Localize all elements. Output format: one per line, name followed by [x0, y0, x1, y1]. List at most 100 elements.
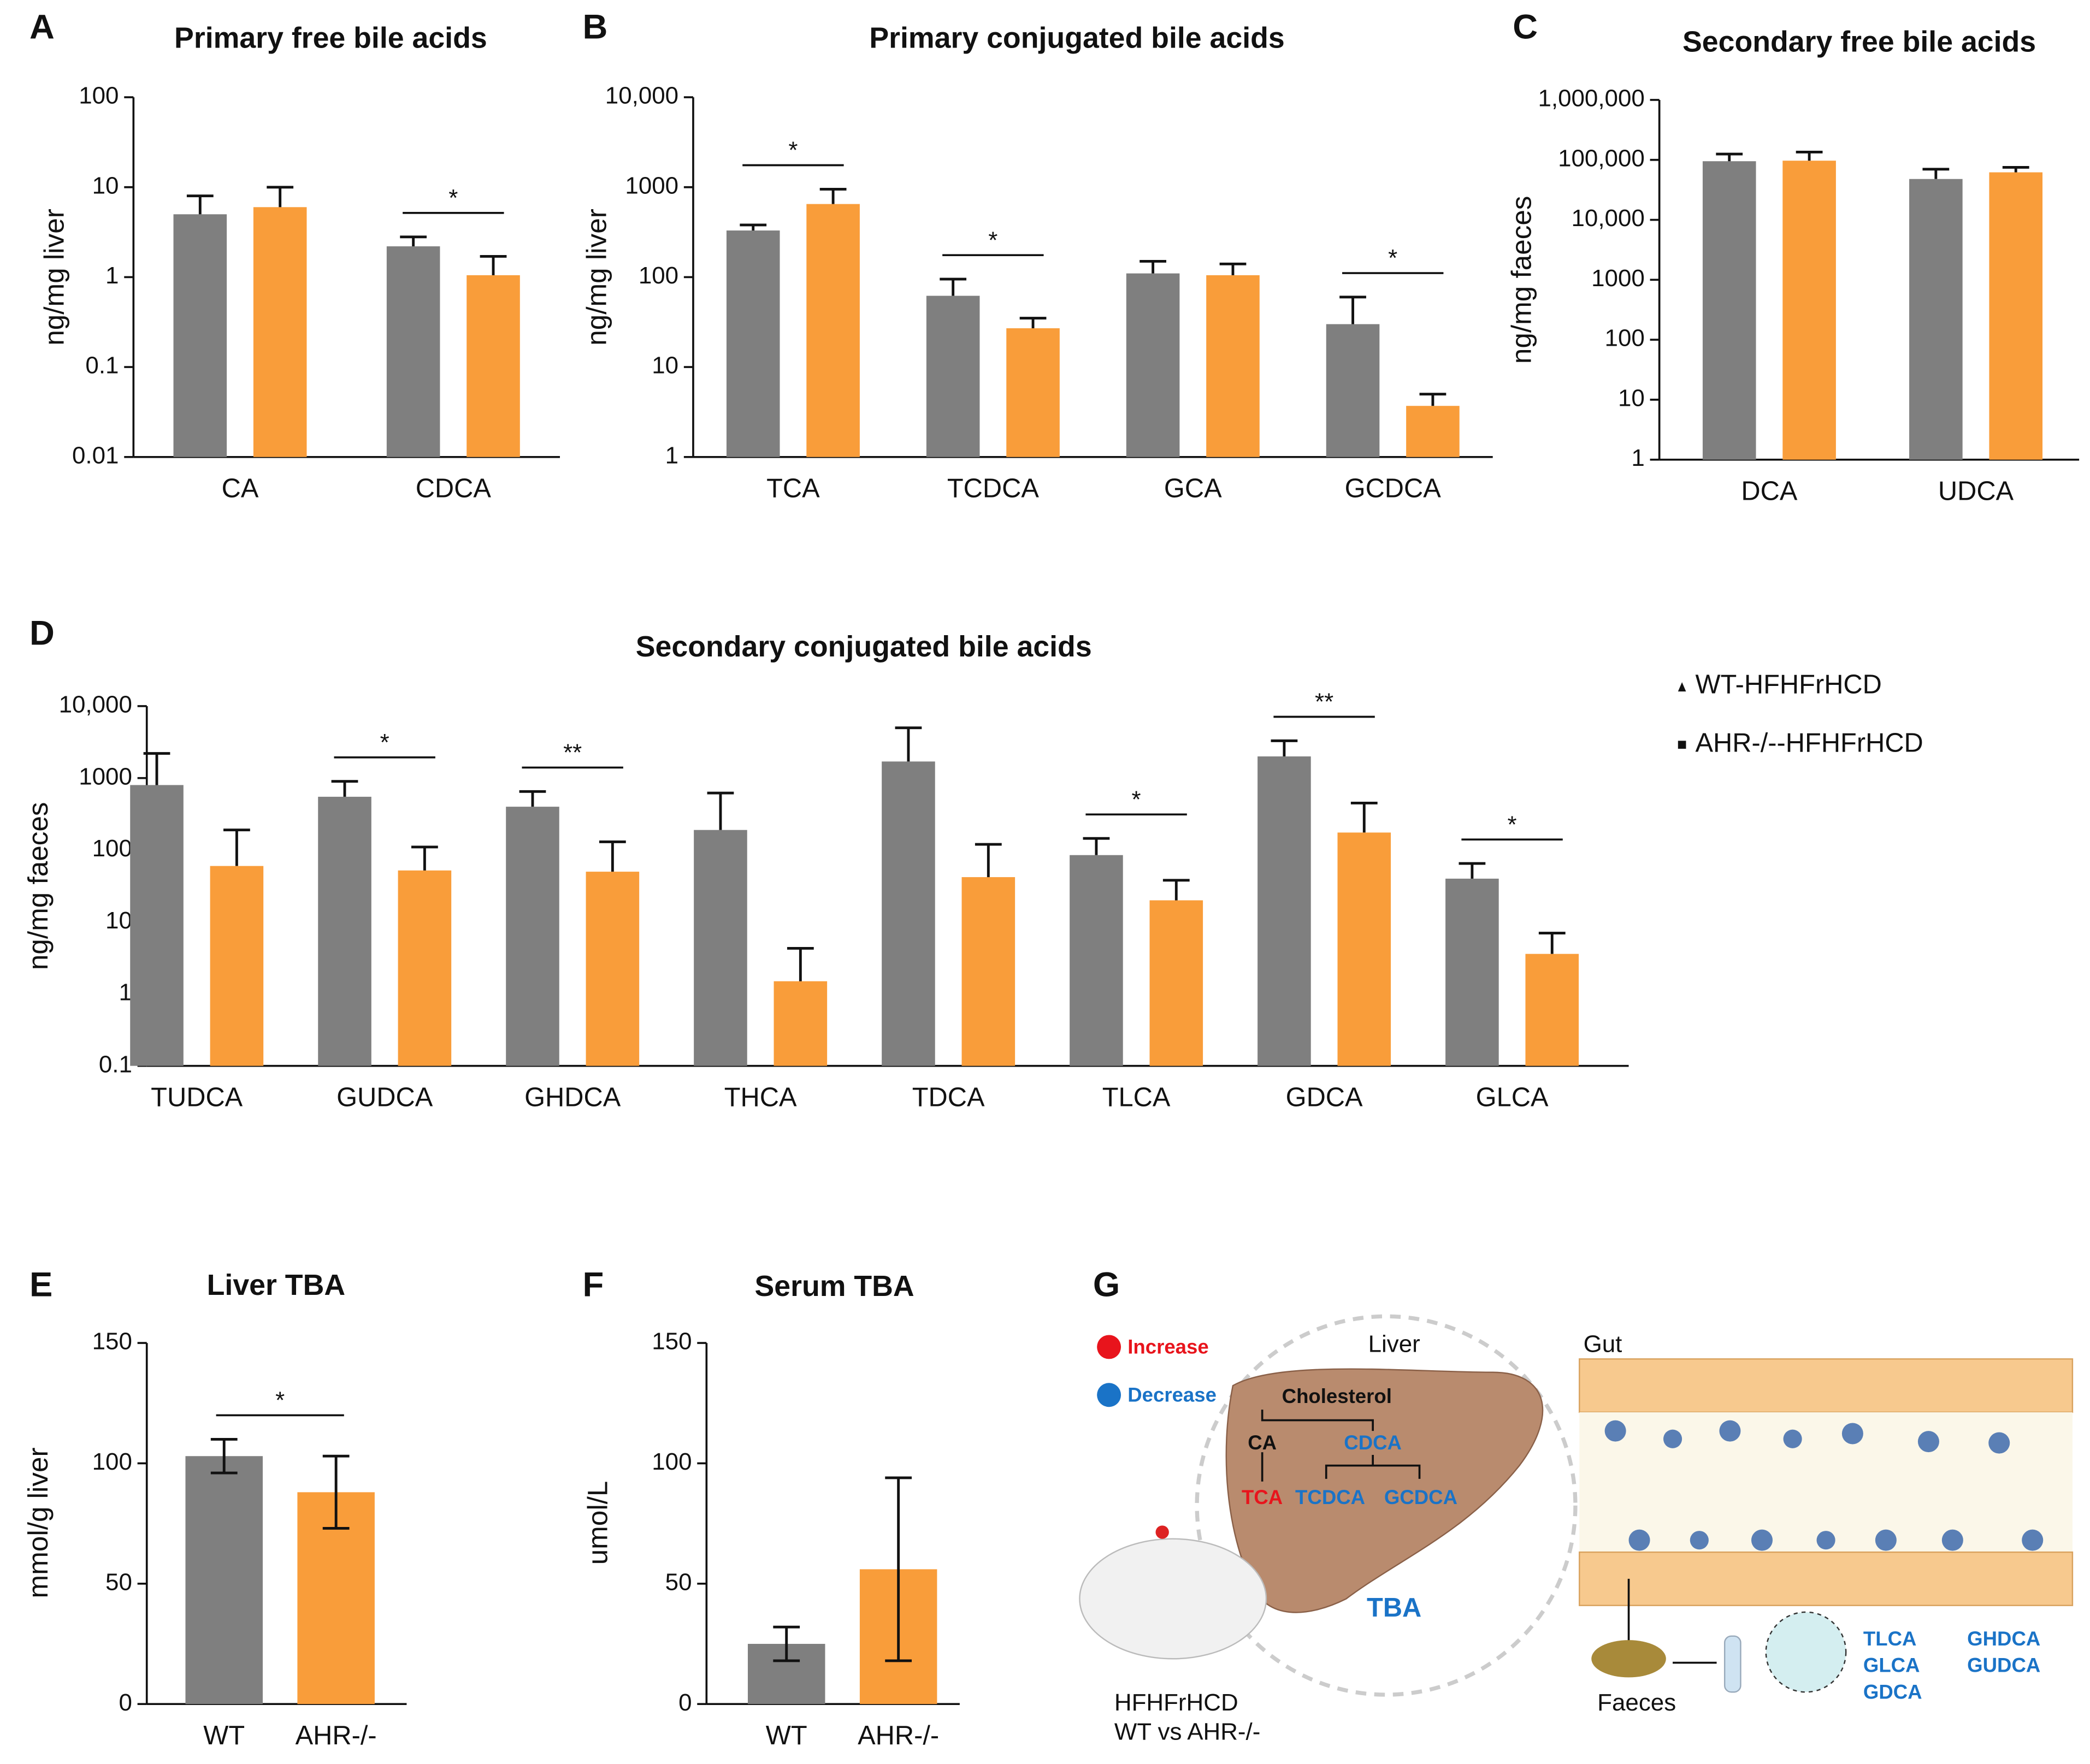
- legend-label: WT-HFHFrHCD: [1696, 670, 1882, 699]
- y-tick-label: 10,000: [1572, 205, 1645, 232]
- tba-label: TBA: [1367, 1593, 1421, 1623]
- y-tick-label: 1: [105, 262, 119, 289]
- y-tick-label: 10: [92, 172, 119, 199]
- x-tick-label: WT: [203, 1721, 245, 1750]
- bar: [1006, 328, 1060, 457]
- bar: [318, 796, 371, 1066]
- y-axis-label: ng/mg faeces: [1505, 196, 1537, 364]
- legend-label: AHR-/--HFHFrHCD: [1696, 729, 1923, 758]
- significance-label: *: [988, 227, 997, 253]
- cholesterol: Cholesterol: [1282, 1385, 1392, 1407]
- bar: [185, 1456, 263, 1704]
- x-tick-label: WT: [766, 1721, 807, 1750]
- significance-label: **: [563, 739, 582, 766]
- significance-label: *: [275, 1387, 285, 1414]
- bar: [386, 246, 440, 457]
- y-axis-label: ng/mg liver: [581, 209, 612, 346]
- panel-letter: B: [582, 8, 607, 46]
- x-tick-label: GCA: [1164, 474, 1222, 504]
- x-tick-label: GLCA: [1476, 1083, 1549, 1112]
- increase-dot: [1097, 1335, 1121, 1359]
- y-tick-label: 100: [652, 1448, 692, 1475]
- bar: [926, 295, 980, 457]
- diagram-g: G Increase Decrease Liver Cholesterol CA…: [1079, 1265, 2074, 1745]
- x-tick-label: THCA: [724, 1083, 797, 1112]
- tube: [1723, 1635, 1741, 1693]
- bar: [1206, 275, 1260, 457]
- mouse-eye: [1155, 1525, 1169, 1539]
- y-tick-label: 10,000: [605, 82, 678, 109]
- chart-title: Liver TBA: [207, 1269, 345, 1301]
- y-tick-label: 1000: [1591, 265, 1645, 292]
- y-tick-label: 150: [652, 1328, 692, 1355]
- y-tick-label: 150: [92, 1328, 132, 1355]
- y-tick-label: 100: [92, 835, 132, 862]
- decrease-label: Decrease: [1127, 1383, 1217, 1406]
- bar: [1702, 161, 1756, 460]
- x-tick-label: GCDCA: [1345, 474, 1442, 504]
- y-tick-label: 100: [1605, 325, 1645, 352]
- bar: [1989, 172, 2043, 460]
- y-tick-label: 1,000,000: [1538, 85, 1644, 112]
- y-tick-label: 100,000: [1558, 145, 1645, 171]
- y-tick-label: 0.1: [99, 1051, 132, 1078]
- chart-title: Secondary conjugated bile acids: [636, 630, 1092, 663]
- legend-marker: [1678, 682, 1686, 692]
- y-tick-label: 0: [678, 1689, 692, 1716]
- gcdca-label: GCDCA: [1384, 1486, 1457, 1508]
- y-axis-label: umol/L: [582, 1481, 613, 1565]
- chart-title: Serum TBA: [754, 1270, 914, 1303]
- gut-label: Gut: [1584, 1331, 1622, 1358]
- y-axis-label: ng/mg liver: [38, 209, 69, 346]
- y-tick-label: 1: [665, 442, 678, 469]
- bar: [1525, 954, 1579, 1066]
- bar: [1782, 161, 1836, 460]
- decrease-dot: [1097, 1383, 1121, 1407]
- bar: [1406, 406, 1460, 457]
- bar: [1337, 832, 1391, 1066]
- x-tick-label: GHDCA: [524, 1083, 621, 1112]
- acid: GHDCA: [1967, 1627, 2040, 1650]
- tcdca-label: TCDCA: [1295, 1486, 1365, 1508]
- bar: [694, 830, 747, 1066]
- gut-wall-bottom: [1579, 1551, 2074, 1606]
- y-tick-label: 1000: [79, 763, 132, 790]
- x-tick-label: TUDCA: [151, 1083, 243, 1112]
- chart-title: Primary free bile acids: [174, 21, 487, 54]
- significance-label: *: [788, 137, 798, 164]
- y-tick-label: 0.1: [85, 352, 119, 379]
- x-tick-label: GUDCA: [336, 1083, 433, 1112]
- acid: GDCA: [1863, 1680, 1922, 1703]
- significance-label: *: [380, 729, 389, 756]
- significance-label: *: [448, 185, 458, 211]
- significance-label: **: [1315, 689, 1333, 715]
- panel-letter: E: [29, 1265, 52, 1304]
- acid: GLCA: [1863, 1654, 1920, 1677]
- bar: [1257, 756, 1311, 1066]
- bar: [1326, 324, 1380, 457]
- x-tick-label: AHR-/-: [296, 1721, 377, 1750]
- bar: [1909, 179, 1963, 460]
- x-tick-label: TDCA: [912, 1083, 985, 1112]
- mouse: [1079, 1538, 1267, 1660]
- liver-label: Liver: [1368, 1331, 1420, 1358]
- y-tick-label: 0: [119, 1689, 132, 1716]
- bacteria-circle: [1765, 1611, 1847, 1693]
- bar: [1126, 273, 1180, 457]
- cdca-label: CDCA: [1344, 1431, 1402, 1454]
- significance-label: *: [1508, 811, 1517, 838]
- y-tick-label: 100: [92, 1448, 132, 1475]
- panel-letter: F: [582, 1265, 604, 1304]
- y-tick-label: 0.01: [72, 442, 119, 469]
- acid: TLCA: [1863, 1627, 1917, 1650]
- panel-letter: G: [1093, 1265, 1120, 1304]
- gut-wall-top: [1579, 1358, 2074, 1413]
- comparison-label: WT vs AHR-/-: [1114, 1718, 1260, 1745]
- y-tick-label: 50: [665, 1568, 692, 1595]
- acid: GUDCA: [1967, 1654, 2040, 1677]
- bar: [130, 785, 184, 1066]
- bar: [173, 214, 227, 457]
- tca-label: TCA: [1242, 1486, 1283, 1508]
